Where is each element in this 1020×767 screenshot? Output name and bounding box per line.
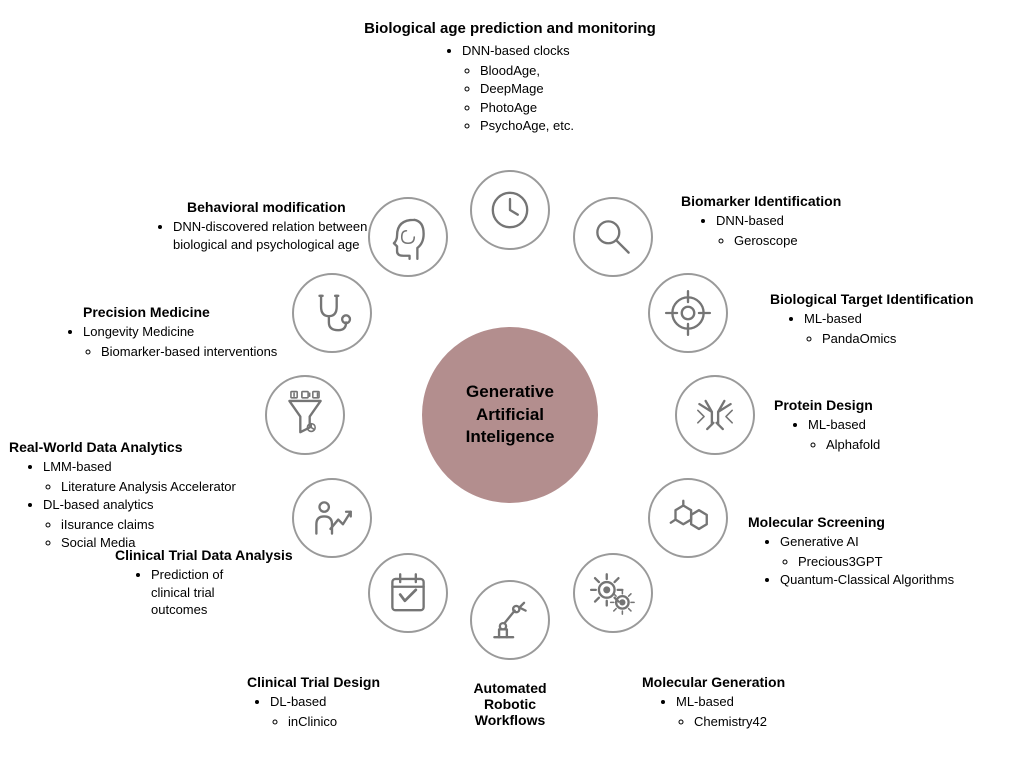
label-list-bio-age: DNN-based clocksBloodAge,DeepMagePhotoAg… (444, 40, 704, 136)
label-list-mol-screen: Generative AIPrecious3GPTQuantum-Classic… (762, 531, 1020, 590)
label-list-protein: ML-basedAlphafold (790, 414, 990, 454)
gen-ai-circular-diagram: GenerativeArtificialInteligence Biologic… (0, 0, 1020, 767)
antibody-icon (690, 390, 740, 440)
label-list-precision: Longevity MedicineBiomarker-based interv… (65, 321, 325, 361)
magnifier-icon (588, 212, 638, 262)
cogs-icon (588, 568, 638, 618)
label-title-robotic: Automated Robotic Workflows (473, 680, 546, 728)
label-list-trial-design: DL-basedinClinico (252, 691, 432, 731)
person-chart-icon (307, 493, 357, 543)
node-trial-design (368, 553, 448, 633)
clock-icon (485, 185, 535, 235)
label-list-trial-analysis: Prediction ofclinical trialoutcomes (133, 564, 313, 620)
label-list-bio-target: ML-basedPandaOmics (786, 308, 1020, 348)
node-mol-screen (648, 478, 728, 558)
node-robotic (470, 580, 550, 660)
node-biomarker (573, 197, 653, 277)
label-list-behavioral: DNN-discovered relation betweenbiologica… (155, 216, 435, 254)
label-list-rwd: LMM-basedLiterature Analysis Accelerator… (25, 456, 285, 553)
robot-arm-icon (485, 595, 535, 645)
node-bio-target (648, 273, 728, 353)
calendar-icon (383, 568, 433, 618)
hexring-icon (663, 493, 713, 543)
node-trial-analysis (292, 478, 372, 558)
center-circle: GenerativeArtificialInteligence (422, 327, 598, 503)
label-title-bio-age: Biological age prediction and monitoring (364, 20, 656, 37)
label-list-biomarker: DNN-basedGeroscope (698, 210, 938, 250)
node-mol-gen (573, 553, 653, 633)
funnel-icon (280, 390, 330, 440)
node-rwd (265, 375, 345, 455)
node-bio-age (470, 170, 550, 250)
crosshair-icon (663, 288, 713, 338)
center-text: GenerativeArtificialInteligence (466, 381, 555, 450)
node-protein (675, 375, 755, 455)
label-list-mol-gen: ML-basedChemistry42 (658, 691, 858, 731)
